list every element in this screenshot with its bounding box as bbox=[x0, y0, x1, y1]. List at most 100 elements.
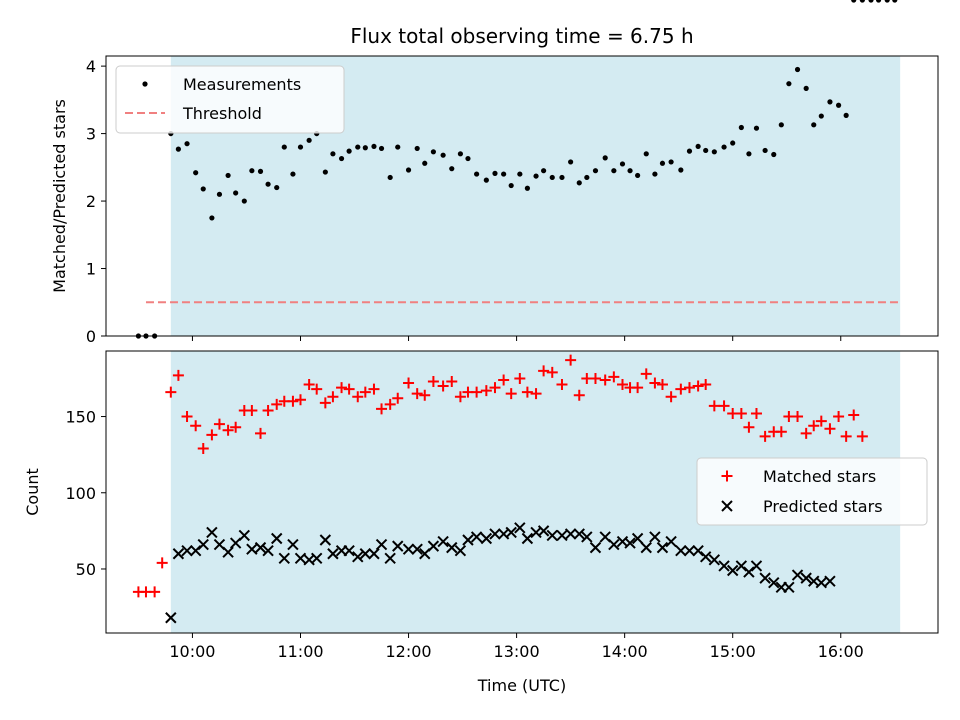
x-tick-label: 10:00 bbox=[169, 642, 215, 661]
measurement-point bbox=[568, 159, 574, 165]
measurement-point bbox=[541, 168, 547, 174]
matched-star-point bbox=[246, 404, 258, 416]
measurement-point bbox=[786, 81, 792, 87]
measurement-point bbox=[794, 66, 801, 73]
measurement-point bbox=[635, 172, 641, 179]
predicted-star-point bbox=[319, 534, 332, 546]
matched-star-point bbox=[327, 391, 339, 403]
chart-title: Flux total observing time = 6.75 h bbox=[350, 24, 693, 48]
predicted-star-point bbox=[454, 544, 467, 557]
predicted-star-point bbox=[624, 537, 636, 549]
predicted-star-point bbox=[656, 541, 669, 554]
matched-star-point bbox=[546, 366, 558, 378]
measurement-point bbox=[440, 152, 446, 158]
measurement-point bbox=[501, 171, 507, 177]
predicted-star-point bbox=[608, 538, 620, 551]
matched-star-point bbox=[480, 385, 492, 397]
measurement-point bbox=[216, 191, 223, 197]
predicted-star-point bbox=[726, 564, 739, 577]
predicted-star-point bbox=[206, 526, 218, 539]
matched-star-point bbox=[608, 371, 620, 383]
predicted-star-point bbox=[699, 551, 712, 563]
measurement-point bbox=[818, 113, 824, 119]
matched-star-point bbox=[368, 383, 380, 395]
matched-star-point bbox=[376, 403, 388, 415]
predicted-star-point bbox=[708, 554, 721, 566]
predicted-star-point bbox=[392, 540, 404, 552]
measurement-point bbox=[875, 0, 882, 3]
measurement-point bbox=[592, 168, 599, 174]
matched-star-point bbox=[649, 377, 661, 389]
measurement-point bbox=[387, 174, 393, 181]
bottom-y-tick-label: 100 bbox=[65, 484, 96, 503]
measurement-point bbox=[524, 185, 531, 191]
matched-star-point bbox=[824, 423, 836, 435]
measurement-point bbox=[602, 155, 608, 161]
measurement-point bbox=[868, 0, 874, 3]
matched-star-point bbox=[538, 365, 550, 377]
x-axis-label: Time (UTC) bbox=[477, 676, 566, 695]
predicted-star-point bbox=[437, 535, 449, 548]
matched-star-point bbox=[319, 397, 331, 409]
measurement-point bbox=[549, 174, 555, 181]
matched-star-point bbox=[616, 379, 628, 391]
predicted-star-point bbox=[489, 528, 501, 540]
measurement-point bbox=[652, 171, 658, 177]
matched-star-point bbox=[514, 372, 526, 384]
predicted-star-point bbox=[446, 541, 458, 554]
measurement-point bbox=[576, 180, 582, 186]
measurement-point bbox=[422, 160, 428, 166]
top-y-axis-label: Matched/Predicted stars bbox=[50, 99, 69, 293]
predicted-star-point bbox=[750, 560, 763, 572]
measurement-point bbox=[395, 144, 401, 150]
axes-frame bbox=[105, 55, 939, 337]
predicted-star-point bbox=[505, 526, 517, 539]
matched-star-point bbox=[294, 394, 306, 406]
measurement-point bbox=[371, 143, 377, 150]
measurement-point bbox=[405, 167, 412, 173]
bottom-y-axis-label: Count bbox=[23, 468, 42, 516]
measurement-point bbox=[753, 125, 760, 131]
measurement-point bbox=[721, 144, 727, 150]
measurement-point bbox=[851, 0, 857, 3]
predicted-star-point bbox=[181, 544, 193, 557]
x-tick-label: 16:00 bbox=[818, 642, 864, 661]
measurement-point bbox=[584, 174, 590, 181]
predicted-star-point bbox=[368, 548, 380, 560]
matched-star-point bbox=[640, 368, 652, 380]
matched-star-point bbox=[222, 424, 234, 436]
measurement-point bbox=[474, 171, 480, 177]
top-y-tick-label: 3 bbox=[86, 125, 96, 144]
matched-star-point bbox=[750, 407, 762, 419]
bottom-panel: 10:00 11:00 12:00 13:00 14:00 15:00 16:00 50 100… bbox=[65, 351, 939, 661]
predicted-star-point bbox=[172, 548, 185, 560]
legend-measurements-label: Measurements bbox=[183, 75, 301, 94]
matched-star-point bbox=[172, 369, 184, 381]
predicted-star-point bbox=[294, 552, 307, 565]
predicted-star-point bbox=[768, 576, 780, 589]
predicted-star-point bbox=[800, 572, 812, 584]
predicted-star-point bbox=[359, 548, 372, 560]
predicted-star-point bbox=[384, 552, 396, 565]
predicted-star-point bbox=[783, 581, 795, 593]
matched-star-point bbox=[411, 388, 423, 400]
matched-star-point bbox=[206, 429, 218, 441]
predicted-star-point bbox=[815, 576, 828, 589]
matched-star-point bbox=[255, 427, 267, 439]
matched-star-point bbox=[352, 391, 364, 403]
measurement-point bbox=[738, 124, 744, 131]
matched-star-point bbox=[808, 420, 820, 432]
measurement-point bbox=[803, 85, 809, 91]
predicted-star-point bbox=[743, 566, 755, 578]
measurement-point bbox=[430, 149, 436, 155]
matched-star-point bbox=[565, 354, 577, 366]
measurement-point bbox=[627, 168, 633, 174]
bottom-y-tick-label: 50 bbox=[76, 560, 96, 579]
matched-star-point bbox=[419, 389, 431, 401]
predicted-star-point bbox=[411, 543, 423, 555]
measurement-point bbox=[746, 151, 752, 157]
x-tick-label: 15:00 bbox=[710, 642, 756, 661]
matched-star-point bbox=[181, 411, 193, 423]
measurement-point bbox=[414, 145, 420, 152]
matched-star-point bbox=[454, 391, 466, 403]
